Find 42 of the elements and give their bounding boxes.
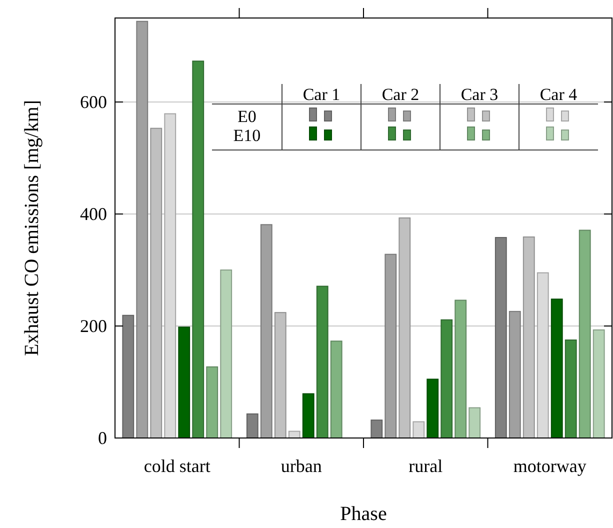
- x-tick-label: motorway: [513, 456, 586, 476]
- bar: [220, 270, 232, 438]
- bar: [454, 300, 467, 438]
- bar: [508, 310, 521, 438]
- bar: [246, 413, 258, 438]
- bar: [302, 393, 314, 438]
- x-axis-title: Phase: [340, 503, 387, 525]
- bar: [536, 272, 549, 438]
- y-tick-label: 200: [80, 316, 107, 336]
- bar: [206, 366, 218, 438]
- y-tick-label: 0: [98, 428, 107, 448]
- bar: [468, 407, 481, 438]
- bar: [370, 420, 383, 438]
- bar: [440, 319, 453, 438]
- bar: [550, 298, 563, 438]
- bar: [164, 113, 176, 438]
- bar: [136, 20, 148, 438]
- y-tick-label: 600: [80, 92, 107, 112]
- annotation: E10: [233, 126, 261, 145]
- bar: [412, 421, 425, 438]
- x-tick-label: rural: [408, 456, 443, 476]
- bar: [260, 224, 272, 438]
- bar: [316, 286, 328, 438]
- y-tick-label: 400: [80, 204, 107, 224]
- annotation: Car 4: [540, 85, 578, 104]
- bar: [330, 340, 342, 438]
- bar: [578, 230, 591, 438]
- y-axis-title: Exhaust CO emissions [mg/km]: [21, 100, 43, 356]
- annotation: Car 1: [302, 85, 340, 104]
- x-tick-label: urban: [280, 456, 322, 476]
- bar: [122, 314, 134, 438]
- annotation: Car 2: [382, 85, 420, 104]
- bar: [384, 254, 397, 438]
- bar: [592, 329, 605, 438]
- bar: [494, 237, 507, 438]
- annotation: Car 3: [460, 85, 498, 104]
- bar: [178, 326, 190, 438]
- x-tick-label: cold start: [144, 456, 210, 476]
- bar: [564, 340, 577, 438]
- bar: [192, 60, 204, 438]
- bar: [426, 378, 439, 438]
- annotation: E0: [238, 107, 256, 126]
